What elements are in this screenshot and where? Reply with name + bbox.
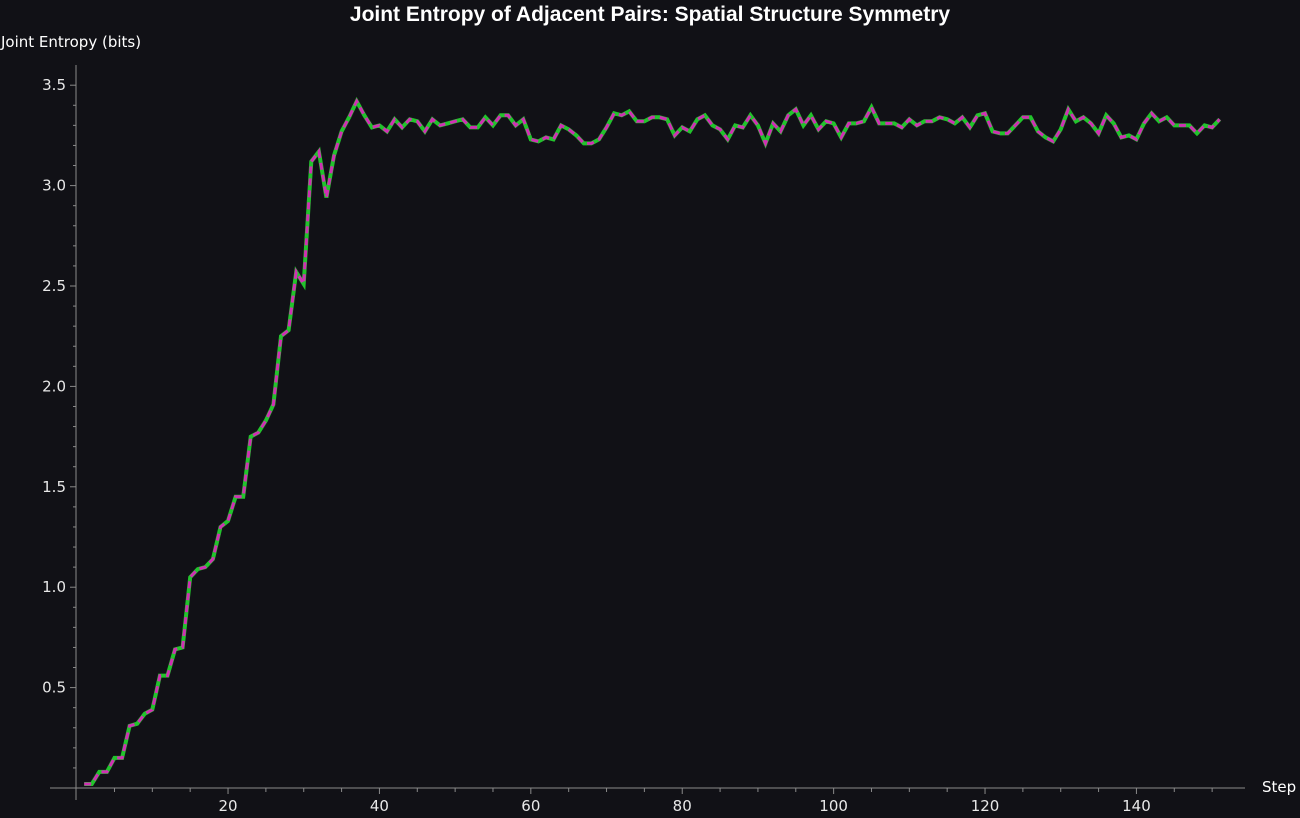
series-line-2 [84, 97, 1221, 786]
chart-title: Joint Entropy of Adjacent Pairs: Spatial… [349, 3, 951, 26]
x-tick-label: 100 [819, 797, 848, 815]
x-tick-label: 140 [1122, 797, 1151, 815]
series-line-1 [84, 96, 1222, 786]
y-tick-label: 2.0 [42, 377, 66, 395]
x-tick-label: 40 [370, 797, 389, 815]
x-tick-label: 120 [971, 797, 1000, 815]
x-tick-label: 80 [673, 797, 692, 815]
y-axis-label: Joint Entropy (bits) [1, 33, 142, 51]
x-axis-label: Step [1262, 778, 1297, 796]
y-tick-label: 3.5 [42, 76, 66, 94]
x-tick-label: 60 [521, 797, 540, 815]
y-tick-label: 1.0 [42, 578, 66, 596]
x-tick-label: 20 [218, 797, 237, 815]
y-tick-label: 0.5 [42, 679, 66, 697]
y-tick-label: 3.0 [42, 177, 66, 195]
y-tick-label: 2.5 [42, 277, 66, 295]
y-tick-label: 1.5 [42, 478, 66, 496]
